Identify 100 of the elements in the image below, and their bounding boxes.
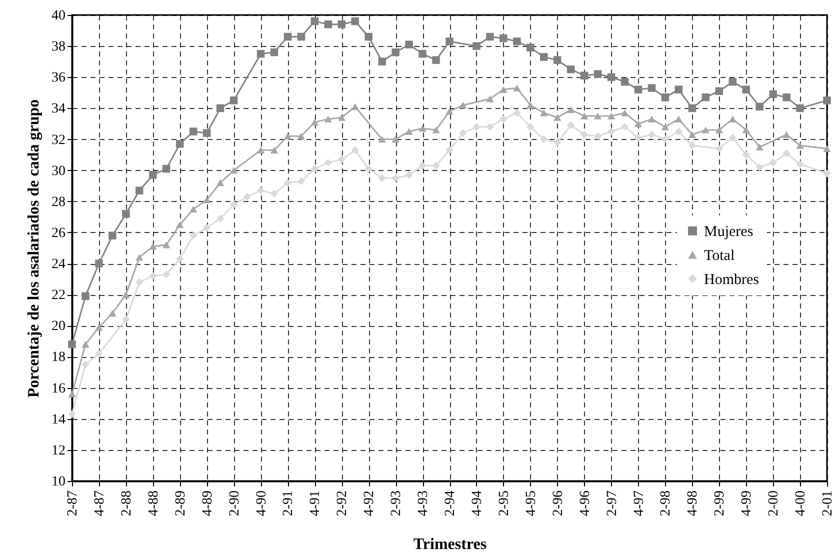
point bbox=[149, 272, 157, 280]
point bbox=[674, 86, 683, 94]
point bbox=[162, 270, 170, 278]
point bbox=[715, 87, 724, 95]
point bbox=[796, 160, 804, 168]
point bbox=[566, 65, 575, 74]
point bbox=[82, 360, 90, 368]
point bbox=[108, 232, 116, 240]
point bbox=[405, 40, 413, 48]
point bbox=[580, 72, 588, 80]
x-axis-title: Trimestres bbox=[413, 536, 487, 554]
point bbox=[95, 350, 103, 358]
point bbox=[756, 102, 764, 111]
point bbox=[378, 174, 386, 182]
point bbox=[392, 48, 400, 56]
point bbox=[149, 171, 157, 179]
point bbox=[351, 17, 359, 26]
x-tick-label: 2-94 bbox=[443, 490, 458, 516]
y-tick-label: 18 bbox=[52, 350, 66, 366]
point bbox=[122, 210, 130, 218]
point bbox=[405, 128, 413, 135]
y-tick-label: 32 bbox=[52, 132, 66, 148]
point bbox=[782, 131, 790, 138]
point bbox=[162, 164, 170, 173]
point bbox=[68, 390, 76, 398]
point bbox=[580, 130, 588, 138]
x-tick-label: 4-98 bbox=[686, 490, 701, 516]
point bbox=[256, 186, 265, 194]
point bbox=[594, 132, 602, 140]
x-tick-label: 2-96 bbox=[550, 490, 566, 516]
point bbox=[782, 93, 790, 102]
point bbox=[270, 48, 278, 56]
point bbox=[648, 130, 656, 138]
point bbox=[338, 20, 346, 28]
point bbox=[648, 84, 656, 92]
point bbox=[472, 122, 480, 131]
point bbox=[526, 44, 534, 52]
point bbox=[432, 162, 440, 170]
point bbox=[446, 108, 454, 115]
y-axis-title: Porcentaje de los asalariados de cada grupo bbox=[26, 99, 42, 398]
point bbox=[769, 158, 777, 166]
point bbox=[324, 116, 332, 122]
point bbox=[310, 17, 319, 26]
point bbox=[594, 70, 602, 78]
point bbox=[756, 144, 764, 150]
point bbox=[216, 104, 224, 112]
point bbox=[378, 58, 386, 66]
point bbox=[728, 116, 736, 122]
point bbox=[661, 135, 670, 144]
x-tick-label: 4-92 bbox=[362, 490, 378, 516]
point bbox=[256, 50, 265, 58]
x-tick-label: 4-99 bbox=[740, 490, 755, 516]
y-tick-label: 34 bbox=[52, 102, 66, 117]
legend-label: Mujeres bbox=[704, 224, 754, 240]
point bbox=[634, 86, 642, 94]
x-tick-label: 4-97 bbox=[632, 490, 647, 516]
x-tick-label: 4-91 bbox=[308, 490, 324, 516]
point bbox=[324, 20, 332, 28]
point bbox=[189, 128, 198, 136]
point bbox=[297, 32, 306, 41]
point bbox=[553, 56, 562, 64]
point bbox=[500, 115, 508, 123]
point bbox=[230, 200, 238, 208]
point bbox=[122, 316, 130, 324]
point bbox=[742, 126, 750, 134]
y-tick-label: 14 bbox=[52, 412, 66, 428]
point bbox=[202, 196, 211, 204]
x-tick-label: 4-90 bbox=[254, 490, 270, 516]
x-tick-label: 4-00 bbox=[794, 490, 809, 516]
point bbox=[513, 84, 521, 92]
point bbox=[202, 129, 211, 137]
x-tick-label: 4-87 bbox=[92, 490, 108, 516]
point bbox=[392, 174, 400, 182]
point bbox=[620, 110, 629, 116]
y-tick-label: 24 bbox=[52, 257, 66, 272]
point bbox=[540, 53, 548, 61]
point bbox=[446, 38, 454, 46]
point bbox=[620, 78, 629, 86]
point bbox=[405, 171, 413, 179]
x-tick-label: 2-98 bbox=[658, 490, 674, 516]
point bbox=[162, 242, 170, 248]
x-tick-label: 2-01 bbox=[820, 490, 835, 516]
point bbox=[823, 96, 831, 104]
point bbox=[566, 106, 575, 114]
point bbox=[715, 126, 724, 134]
y-tick-label: 20 bbox=[52, 319, 66, 334]
point bbox=[216, 214, 224, 222]
point bbox=[688, 104, 696, 112]
y-tick-label: 38 bbox=[52, 40, 66, 55]
legend-label: Hombres bbox=[704, 272, 760, 288]
point bbox=[95, 324, 103, 331]
point bbox=[189, 232, 198, 240]
point bbox=[540, 135, 548, 144]
point bbox=[176, 140, 184, 148]
point bbox=[540, 110, 548, 116]
point bbox=[338, 114, 346, 121]
point bbox=[216, 179, 224, 186]
point bbox=[95, 260, 103, 268]
point bbox=[82, 340, 90, 348]
point bbox=[769, 90, 777, 98]
